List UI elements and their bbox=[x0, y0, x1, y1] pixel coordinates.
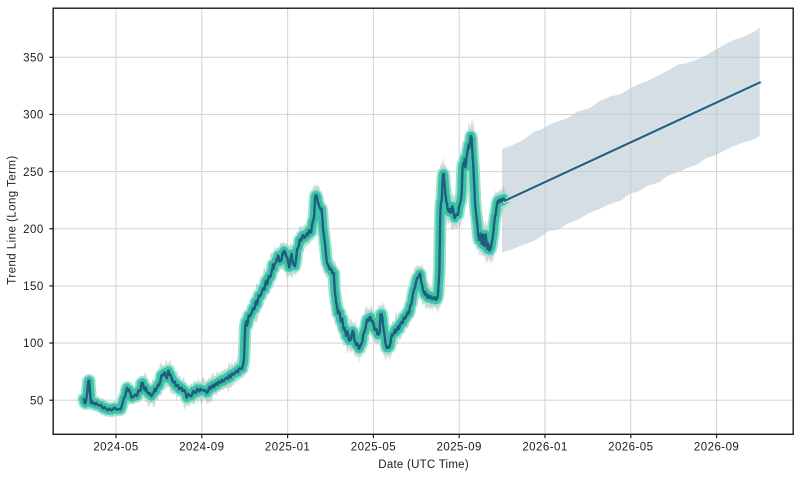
svg-text:2025-09: 2025-09 bbox=[437, 441, 482, 453]
svg-text:2024-05: 2024-05 bbox=[93, 441, 138, 453]
svg-text:2024-09: 2024-09 bbox=[179, 441, 224, 453]
svg-text:2026-01: 2026-01 bbox=[522, 441, 567, 453]
svg-text:150: 150 bbox=[23, 281, 44, 293]
svg-text:200: 200 bbox=[23, 224, 44, 236]
svg-text:50: 50 bbox=[30, 395, 44, 407]
svg-text:2026-09: 2026-09 bbox=[694, 441, 739, 453]
svg-text:Trend Line (Long Term): Trend Line (Long Term) bbox=[6, 155, 18, 284]
svg-text:300: 300 bbox=[23, 110, 44, 122]
svg-text:2025-05: 2025-05 bbox=[351, 441, 396, 453]
svg-text:350: 350 bbox=[23, 52, 44, 64]
svg-text:Date (UTC Time): Date (UTC Time) bbox=[378, 459, 469, 471]
svg-text:2026-05: 2026-05 bbox=[608, 441, 653, 453]
svg-text:250: 250 bbox=[23, 167, 44, 179]
svg-text:2025-01: 2025-01 bbox=[265, 441, 310, 453]
svg-text:100: 100 bbox=[23, 338, 44, 350]
